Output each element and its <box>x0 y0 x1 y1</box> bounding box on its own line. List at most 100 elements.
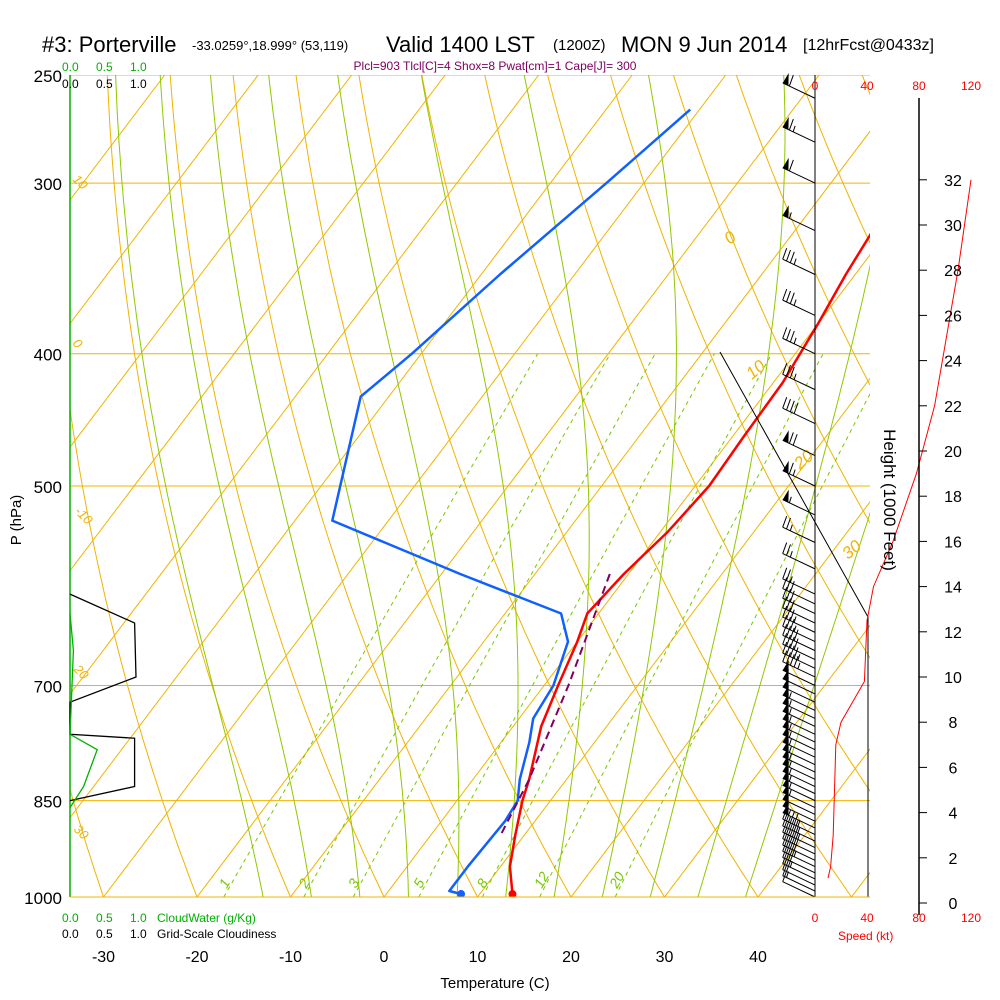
isotherm-line <box>70 75 259 325</box>
dry-adiabat <box>609 75 870 659</box>
mixing-ratio-label: 20 <box>605 869 627 892</box>
pressure-tick-label: 300 <box>34 175 62 194</box>
cloudiness-scale-tick: 0.0 <box>62 927 79 941</box>
wind-barbs <box>719 72 869 898</box>
temperature-tick-label: 30 <box>656 949 674 966</box>
dewpoint-profile <box>331 108 692 896</box>
wind-barb <box>782 288 816 316</box>
cloudiness-scale-tick: 0.5 <box>96 77 113 91</box>
wind-barb <box>782 633 816 660</box>
isotherm-line <box>290 130 870 897</box>
height-tick-label: 10 <box>944 670 962 687</box>
dry-adiabat <box>421 75 759 897</box>
height-axis-title: Height (1000 Feet) <box>880 429 899 571</box>
wind-barb <box>782 205 816 232</box>
isotherm-line <box>383 254 870 897</box>
dry-adiabat-label: 0 <box>70 336 86 352</box>
pressure-tick-label: 700 <box>34 678 62 697</box>
x-axis-title: Temperature (C) <box>440 975 549 992</box>
wind-barb <box>782 624 816 652</box>
moist-adiabat <box>209 75 361 897</box>
parcel-profile <box>499 573 611 837</box>
speed-tick-top: 0 <box>812 79 819 93</box>
temperature-tick-label: -20 <box>185 949 208 966</box>
speed-tick-bottom: 80 <box>912 911 926 925</box>
moist-adiabat <box>744 511 870 897</box>
cloudiness-line <box>69 593 137 802</box>
dry-adiabat <box>547 75 870 792</box>
wind-barb <box>782 430 816 457</box>
isotherm-line <box>851 871 870 897</box>
isotherm-line <box>477 377 870 897</box>
wind-barb <box>782 248 816 275</box>
speed-tick-top: 40 <box>860 79 874 93</box>
height-tick-label: 8 <box>949 715 958 732</box>
speed-tick-top: 80 <box>912 79 926 93</box>
moist-adiabat <box>697 264 870 897</box>
isotherm-line <box>757 748 870 897</box>
pressure-tick-label: 400 <box>34 346 62 365</box>
speed-axis-title: Speed (kt) <box>838 929 893 943</box>
stability-indices: Plcl=903 Tlcl[C]=4 Shox=8 Pwat[cm]=1 Cap… <box>354 59 637 73</box>
temperature-tick-label: 0 <box>380 949 389 966</box>
sounding-profiles <box>331 108 870 897</box>
wind-barb <box>782 650 816 678</box>
dry-adiabat <box>295 75 572 897</box>
pressure-tick-label: 500 <box>34 478 62 497</box>
isotherm-line <box>664 624 870 897</box>
temperature-tick-label: 40 <box>749 949 767 966</box>
wind-barb <box>782 72 816 99</box>
wind-barb <box>782 157 816 184</box>
height-tick-label: 32 <box>944 173 962 190</box>
dry-adiabat <box>106 75 292 897</box>
cloudwater-scale-tick: 0.5 <box>96 911 113 925</box>
surface-dewpoint-marker <box>457 890 466 897</box>
height-tick-label: 16 <box>944 534 962 551</box>
dry-adiabat <box>70 405 198 897</box>
temperature-tick-label: -10 <box>279 949 302 966</box>
cloudiness-scale-tick: 1.0 <box>130 927 147 941</box>
wind-speed-panel: 0040408080120120024681012141618202224262… <box>812 79 982 925</box>
moist-adiabat <box>523 75 590 897</box>
isotherm-line <box>70 75 353 448</box>
wind-barb <box>782 327 816 355</box>
moist-adiabat <box>601 75 677 897</box>
moist-adiabat-label: 0 <box>720 227 740 248</box>
station-coords: -33.0259°,18.999° (53,119) <box>192 38 348 53</box>
moist-adiabat <box>649 75 786 897</box>
moist-adiabat <box>115 75 264 897</box>
temperature-tick-label: -30 <box>92 949 115 966</box>
moist-adiabat <box>337 75 460 897</box>
isotherm-line <box>70 75 446 572</box>
wind-barb <box>782 641 816 669</box>
moist-adiabat-label: 10 <box>742 356 769 383</box>
height-tick-label: 4 <box>949 806 958 823</box>
mixing-ratio-label: 8 <box>473 876 491 891</box>
cloudiness-scale-tick: 0.0 <box>62 77 79 91</box>
height-tick-label: 6 <box>949 760 958 777</box>
cloudwater-label: CloudWater (g/Kg) <box>157 911 256 925</box>
moist-adiabat <box>268 75 409 897</box>
dry-adiabat <box>70 787 105 897</box>
wind-barb <box>782 596 816 624</box>
wind-barb <box>782 516 816 543</box>
mixing-ratio-line <box>481 353 773 897</box>
surface-temperature-marker <box>508 890 517 897</box>
wind-barb <box>782 605 816 633</box>
dry-adiabat <box>484 75 853 897</box>
dry-adiabat <box>169 75 385 897</box>
pressure-tick-label: 1000 <box>24 889 62 908</box>
dry-adiabat <box>861 75 870 96</box>
dry-adiabat <box>735 75 870 386</box>
cloudwater-scale-tick: 1.0 <box>130 911 147 925</box>
height-tick-label: 28 <box>944 263 962 280</box>
temperature-tick-label: 10 <box>469 949 487 966</box>
mixing-ratio-label: 5 <box>410 876 428 891</box>
cloud-panel: 0.0 0.5 1.0 0.0 0.5 1.0 0.0 0.5 1.0 0.0 0.5 1.0 <box>62 60 147 941</box>
isotherm-line <box>70 75 633 819</box>
height-tick-label: 2 <box>949 851 958 868</box>
height-tick-label: 22 <box>944 399 962 416</box>
cloudwater-scale-tick: 0.0 <box>62 60 79 74</box>
